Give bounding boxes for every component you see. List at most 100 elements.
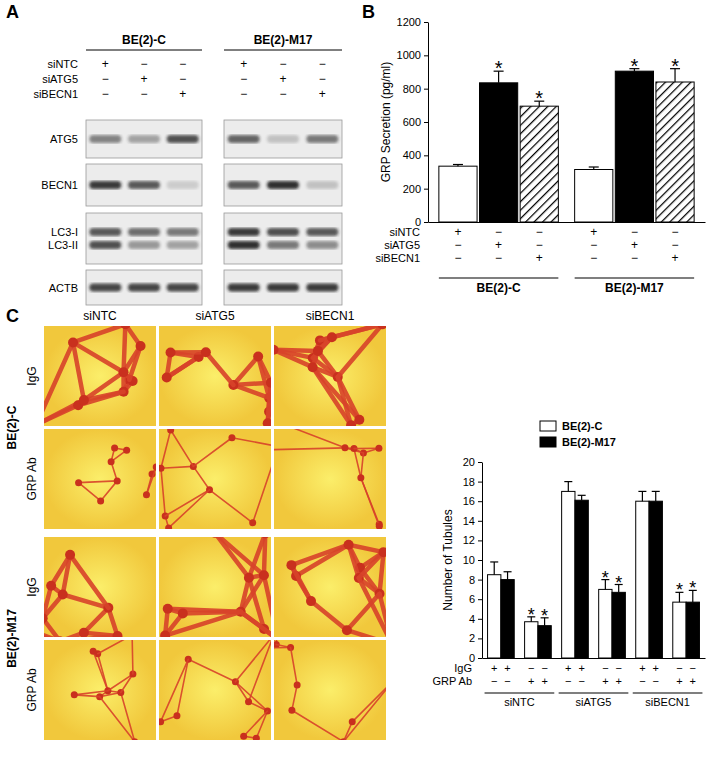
sign: + xyxy=(240,57,247,71)
band xyxy=(167,181,199,189)
bar xyxy=(649,501,662,658)
micrograph xyxy=(274,640,386,740)
tick-mark xyxy=(424,22,428,23)
band xyxy=(306,135,338,143)
sign: − xyxy=(602,662,608,674)
significance: * xyxy=(602,568,609,588)
sign: − xyxy=(528,662,534,674)
error-bar xyxy=(652,491,660,501)
sign: − xyxy=(240,72,247,86)
sign: + xyxy=(672,251,679,265)
panel-c-images: CsiNTCsiATG5siBECN1BE(2)-CIgGGRP AbBE(2)… xyxy=(5,306,397,745)
axis-line xyxy=(428,23,429,223)
underline xyxy=(633,692,703,693)
bar xyxy=(575,170,613,223)
sign: − xyxy=(504,675,510,687)
row-label: GRP Ab xyxy=(25,457,39,500)
sign: + xyxy=(319,87,326,101)
tick-label: 10 xyxy=(463,554,475,566)
band xyxy=(228,181,260,189)
band xyxy=(89,241,121,249)
bar xyxy=(525,622,538,658)
x-axis xyxy=(429,222,706,223)
panel-c-chart: 02468101214161820Number of TubulesBE(2)-… xyxy=(432,420,705,708)
condition-label: siBECN1 xyxy=(33,88,78,100)
tick-mark xyxy=(478,619,482,620)
underline xyxy=(575,277,694,278)
underline xyxy=(485,692,555,693)
sign: − xyxy=(102,87,109,101)
tick-label: 200 xyxy=(403,183,421,195)
underline xyxy=(439,277,558,278)
panel-label: B xyxy=(362,2,375,22)
group-label: BE(2)-M17 xyxy=(605,281,664,295)
cell-line: BE(2)-C xyxy=(122,33,166,47)
tick-label: 8 xyxy=(469,574,475,586)
y-axis: 020040060080010001200 xyxy=(397,16,429,228)
tick: 800 xyxy=(403,83,428,95)
micrograph xyxy=(159,429,271,529)
band xyxy=(306,228,338,236)
legend-label: BE(2)-M17 xyxy=(562,436,616,448)
bar xyxy=(673,602,686,658)
band xyxy=(89,284,121,292)
tick-mark xyxy=(478,638,482,639)
significance: * xyxy=(541,606,548,626)
x-axis xyxy=(483,658,706,659)
tick-mark xyxy=(478,599,482,600)
sign: + xyxy=(590,225,597,239)
band-label: ATG5 xyxy=(50,133,78,145)
bar xyxy=(562,491,575,658)
sign: − xyxy=(140,57,147,71)
tick-label: 6 xyxy=(469,593,475,605)
sign: − xyxy=(140,87,147,101)
significance: * xyxy=(495,57,503,79)
legend-label: BE(2)-C xyxy=(562,420,602,432)
axis-line xyxy=(429,222,706,223)
tick-label: 12 xyxy=(463,534,475,546)
sign: + xyxy=(179,87,186,101)
sign: − xyxy=(491,675,497,687)
sign: − xyxy=(615,662,621,674)
sign: − xyxy=(179,72,186,86)
error-bar xyxy=(589,167,599,170)
sign: − xyxy=(676,662,682,674)
row-label: IgG xyxy=(25,366,39,385)
plot-area xyxy=(488,482,700,658)
sign: − xyxy=(590,238,597,252)
sign: + xyxy=(454,225,461,239)
tick-label: 20 xyxy=(463,456,475,468)
band xyxy=(167,228,199,236)
bar xyxy=(656,82,694,222)
bar xyxy=(538,626,551,658)
error-bar xyxy=(453,165,463,167)
sign: + xyxy=(541,675,547,687)
condition-label: siBECN1 xyxy=(375,252,420,264)
sign: − xyxy=(279,57,286,71)
band xyxy=(267,284,299,292)
tick-mark xyxy=(424,155,428,156)
sign: + xyxy=(565,662,571,674)
error-bar xyxy=(504,572,512,580)
significance: * xyxy=(630,55,638,77)
micrograph xyxy=(159,326,271,426)
axis-title: Number of Tubules xyxy=(441,509,455,610)
cell-line: BE(2)-C xyxy=(5,405,19,449)
bar xyxy=(612,592,625,658)
sign: − xyxy=(590,251,597,265)
blot-membrane xyxy=(86,164,202,206)
sign: − xyxy=(631,225,638,239)
panel-b: B020040060080010001200GRP Secretion (pg/… xyxy=(362,2,706,295)
tick-label: 2 xyxy=(469,632,475,644)
sign: − xyxy=(565,675,571,687)
sign: − xyxy=(672,225,679,239)
sign: − xyxy=(454,238,461,252)
band xyxy=(128,284,160,292)
sign: − xyxy=(690,662,696,674)
axis-line xyxy=(483,658,706,659)
tick: 200 xyxy=(403,183,428,195)
band xyxy=(128,181,160,189)
micrograph xyxy=(159,537,271,637)
tick-mark xyxy=(478,540,482,541)
sign: + xyxy=(615,675,621,687)
